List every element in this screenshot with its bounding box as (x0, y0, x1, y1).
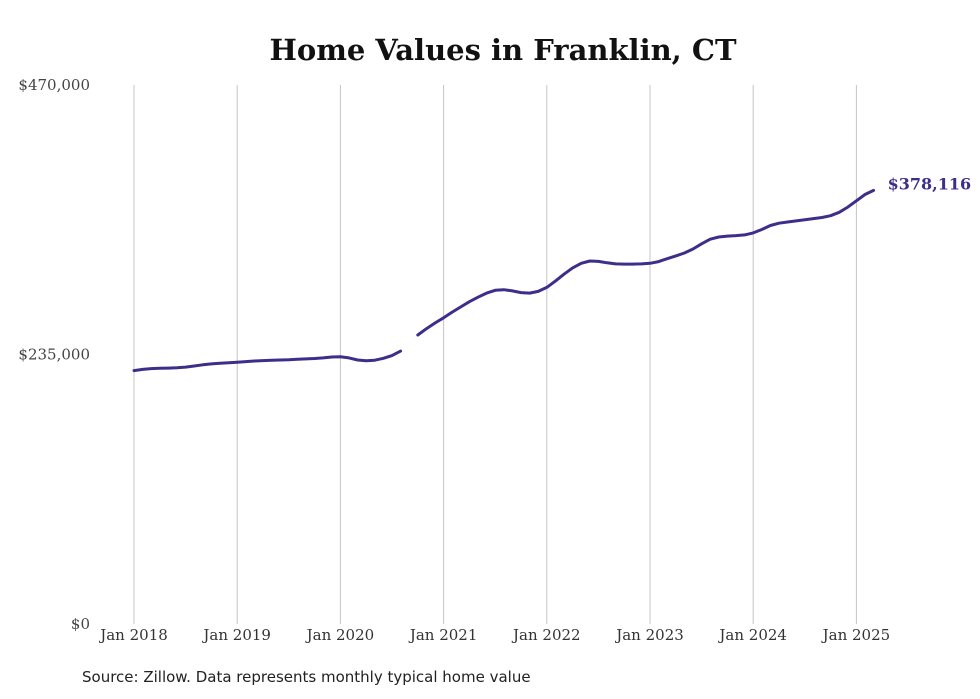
y-tick-label: $470,000 (18, 76, 90, 94)
source-note: Source: Zillow. Data represents monthly … (82, 668, 531, 686)
y-axis: $0 $235,000 $470,000 (18, 76, 90, 633)
series-line (132, 188, 876, 373)
x-tick-label: Jan 2024 (717, 626, 787, 644)
end-value-label: $378,116 (888, 174, 972, 193)
x-tick-label: Jan 2022 (511, 626, 581, 644)
series-line-segment (416, 188, 876, 337)
x-tick-label: Jan 2020 (305, 626, 375, 644)
x-axis: Jan 2018 Jan 2019 Jan 2020 Jan 2021 Jan 2022… (98, 626, 890, 644)
x-tick-label: Jan 2019 (201, 626, 271, 644)
series-line-segment (132, 349, 403, 373)
y-tick-label: $235,000 (18, 346, 90, 364)
x-tick-label: Jan 2023 (614, 626, 684, 644)
x-tick-label: Jan 2025 (821, 626, 891, 644)
x-tick-label: Jan 2021 (408, 626, 478, 644)
chart-title: Home Values in Franklin, CT (269, 33, 736, 67)
gridlines (133, 85, 857, 624)
x-tick-label: Jan 2018 (98, 626, 168, 644)
y-tick-label: $0 (71, 615, 90, 633)
